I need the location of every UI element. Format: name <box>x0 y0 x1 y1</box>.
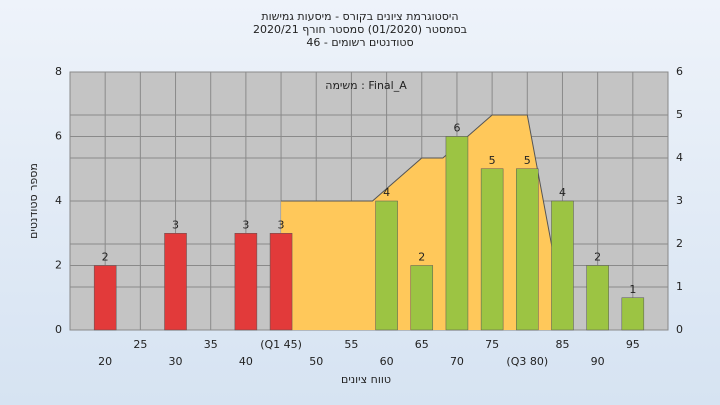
x-tick-label: 40 <box>239 355 253 368</box>
x-tick-label: 20 <box>98 355 112 368</box>
value-label: 2 <box>418 251 425 264</box>
bar <box>445 136 469 331</box>
y-tick-label: 0 <box>55 323 62 336</box>
x-axis-label: טווח ציונים <box>341 373 391 386</box>
value-label: 4 <box>559 186 566 199</box>
value-label: 1 <box>629 283 636 296</box>
x-tick-label: 25 <box>133 338 147 351</box>
value-label: 6 <box>453 122 460 135</box>
bar <box>410 265 434 331</box>
y-tick-label: 2 <box>55 259 62 272</box>
value-label: 2 <box>102 251 109 264</box>
y-tick-label: 6 <box>55 130 62 143</box>
y2-tick-label: 0 <box>676 323 683 336</box>
x-tick-label: 55 <box>344 338 358 351</box>
bar <box>516 168 539 331</box>
bar <box>621 297 645 331</box>
x-tick-label: (Q3 80) <box>506 355 548 368</box>
bar <box>93 265 117 331</box>
bar <box>480 168 504 331</box>
x-tick-label: (Q1 45) <box>260 338 302 351</box>
y2-tick-label: 4 <box>676 151 683 164</box>
value-label: 5 <box>524 154 531 167</box>
x-tick-label: 30 <box>169 355 183 368</box>
x-tick-label: 75 <box>485 338 499 351</box>
value-label: 5 <box>489 154 496 167</box>
y2-tick-label: 2 <box>676 237 683 250</box>
y-tick-label: 4 <box>55 194 62 207</box>
bar <box>269 233 293 331</box>
annotation: משימה : Final_A <box>325 79 407 92</box>
bar <box>551 200 574 331</box>
x-tick-label: 95 <box>626 338 640 351</box>
title-line: בסמסטר (01/2020) סמסטר חורף 2020/21 <box>253 23 467 36</box>
y-tick-label: 8 <box>55 65 62 78</box>
value-label: 3 <box>242 218 249 231</box>
x-tick-label: 85 <box>555 338 569 351</box>
bar <box>164 233 187 331</box>
title-line: היסטוגרמת ציונים בקורס - מיסעות גמישות <box>261 10 458 23</box>
value-label: 3 <box>278 218 285 231</box>
y2-tick-label: 3 <box>676 194 683 207</box>
x-tick-label: 70 <box>450 355 464 368</box>
value-label: 3 <box>172 218 179 231</box>
value-label: 2 <box>594 251 601 264</box>
x-tick-label: 60 <box>380 355 394 368</box>
x-tick-label: 90 <box>591 355 605 368</box>
bar <box>375 200 398 331</box>
y2-tick-label: 6 <box>676 65 683 78</box>
area-outline <box>281 114 556 266</box>
x-tick-label: 65 <box>415 338 429 351</box>
y2-tick-label: 1 <box>676 280 683 293</box>
bar <box>234 233 258 331</box>
bar <box>586 265 609 331</box>
y2-tick-label: 5 <box>676 108 683 121</box>
value-label: 4 <box>383 186 390 199</box>
y-axis-label: מספר סטודנטים <box>27 163 40 239</box>
x-tick-label: 50 <box>309 355 323 368</box>
title-line: 46 - סטודנטים רשומים <box>306 36 413 49</box>
x-tick-label: 35 <box>204 338 218 351</box>
